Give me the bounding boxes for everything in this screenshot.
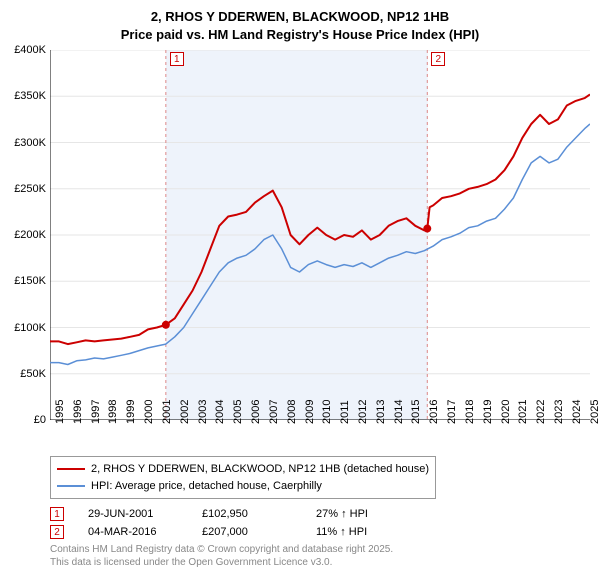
title-line-2: Price paid vs. HM Land Registry's House …: [0, 26, 600, 44]
x-tick-label: 1995: [54, 400, 66, 424]
legend-swatch: [57, 468, 85, 470]
x-tick-label: 2012: [357, 400, 369, 424]
event-date: 29-JUN-2001: [88, 508, 178, 520]
x-tick-label: 2016: [428, 400, 440, 424]
x-tick-label: 2007: [268, 400, 280, 424]
x-tick-label: 2017: [446, 400, 458, 424]
x-tick-label: 2005: [232, 400, 244, 424]
x-tick-label: 2009: [304, 400, 316, 424]
x-tick-label: 2006: [250, 400, 262, 424]
x-tick-label: 2003: [197, 400, 209, 424]
legend-label: 2, RHOS Y DDERWEN, BLACKWOOD, NP12 1HB (…: [91, 461, 429, 478]
legend-label: HPI: Average price, detached house, Caer…: [91, 478, 322, 495]
y-tick-label: £0: [34, 414, 46, 426]
chart-title-block: 2, RHOS Y DDERWEN, BLACKWOOD, NP12 1HB P…: [0, 0, 600, 49]
legend-swatch: [57, 485, 85, 487]
x-tick-label: 1998: [107, 400, 119, 424]
event-date: 04-MAR-2016: [88, 526, 178, 538]
bottom-block: 2, RHOS Y DDERWEN, BLACKWOOD, NP12 1HB (…: [50, 456, 590, 569]
chart-event-marker: 1: [170, 52, 184, 66]
x-tick-label: 2010: [321, 400, 333, 424]
x-tick-label: 2004: [214, 400, 226, 424]
legend-box: 2, RHOS Y DDERWEN, BLACKWOOD, NP12 1HB (…: [50, 456, 436, 499]
x-tick-label: 1997: [90, 400, 102, 424]
event-price: £102,950: [202, 508, 292, 520]
legend-row: 2, RHOS Y DDERWEN, BLACKWOOD, NP12 1HB (…: [57, 461, 429, 478]
event-marker-badge: 2: [50, 525, 64, 539]
x-tick-label: 2018: [464, 400, 476, 424]
footer-line-2: This data is licensed under the Open Gov…: [50, 556, 590, 569]
event-delta: 27% ↑ HPI: [316, 508, 406, 520]
x-tick-label: 2014: [393, 400, 405, 424]
legend-row: HPI: Average price, detached house, Caer…: [57, 478, 429, 495]
x-tick-label: 2024: [571, 400, 583, 424]
y-tick-label: £200K: [14, 229, 46, 241]
y-tick-label: £400K: [14, 44, 46, 56]
x-tick-label: 2019: [482, 400, 494, 424]
title-line-1: 2, RHOS Y DDERWEN, BLACKWOOD, NP12 1HB: [0, 8, 600, 26]
x-tick-label: 2022: [535, 400, 547, 424]
y-tick-label: £350K: [14, 90, 46, 102]
x-tick-label: 2020: [500, 400, 512, 424]
footer-line-1: Contains HM Land Registry data © Crown c…: [50, 543, 590, 556]
event-marker-badge: 1: [50, 507, 64, 521]
sale-event-row: 2 04-MAR-2016 £207,000 11% ↑ HPI: [50, 525, 590, 539]
x-tick-label: 2015: [410, 400, 422, 424]
x-tick-label: 2013: [375, 400, 387, 424]
x-tick-label: 2008: [286, 400, 298, 424]
event-price: £207,000: [202, 526, 292, 538]
x-tick-label: 2000: [143, 400, 155, 424]
event-delta: 11% ↑ HPI: [316, 526, 406, 538]
footer-attribution: Contains HM Land Registry data © Crown c…: [50, 543, 590, 569]
x-tick-label: 2001: [161, 400, 173, 424]
x-tick-label: 2021: [517, 400, 529, 424]
line-chart-svg: [50, 50, 590, 420]
y-tick-label: £50K: [20, 368, 46, 380]
y-tick-label: £150K: [14, 275, 46, 287]
chart-area: £0£50K£100K£150K£200K£250K£300K£350K£400…: [50, 50, 590, 420]
x-tick-label: 2023: [553, 400, 565, 424]
x-tick-label: 2025: [589, 400, 600, 424]
y-tick-label: £300K: [14, 137, 46, 149]
x-tick-label: 1996: [72, 400, 84, 424]
x-tick-label: 2002: [179, 400, 191, 424]
x-tick-label: 2011: [339, 400, 351, 424]
y-tick-label: £250K: [14, 183, 46, 195]
y-tick-label: £100K: [14, 322, 46, 334]
chart-event-marker: 2: [431, 52, 445, 66]
x-tick-label: 1999: [125, 400, 137, 424]
sale-event-row: 1 29-JUN-2001 £102,950 27% ↑ HPI: [50, 507, 590, 521]
